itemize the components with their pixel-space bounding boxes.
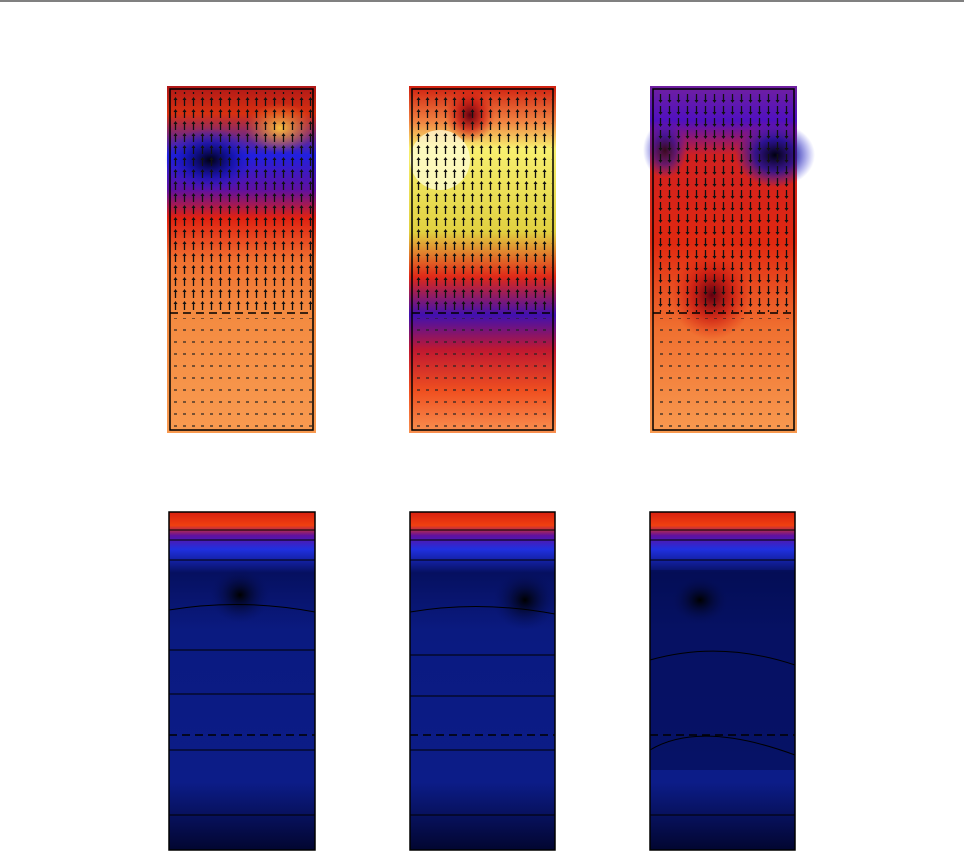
panel-bottom-1 <box>168 511 316 851</box>
vector-field <box>655 92 793 312</box>
contour <box>649 529 796 816</box>
vector-field <box>172 318 312 428</box>
panel-top-3 <box>643 86 815 433</box>
panel-bottom-2 <box>409 511 557 851</box>
frame <box>411 88 554 431</box>
frame <box>652 88 795 431</box>
blob <box>670 575 730 625</box>
contour <box>168 529 316 816</box>
panel-bottom-3 <box>649 511 796 851</box>
vector-field <box>655 318 793 428</box>
color-map <box>169 512 315 850</box>
contour <box>409 529 556 816</box>
frame <box>409 511 556 851</box>
blob <box>493 570 557 630</box>
frame <box>649 511 796 851</box>
panel-top-1 <box>165 86 316 433</box>
frame <box>169 88 314 431</box>
panel-top-2 <box>409 86 556 433</box>
blob <box>210 567 270 623</box>
vector-field <box>414 318 552 428</box>
color-map <box>410 512 555 850</box>
vector-field <box>172 92 312 312</box>
vector-field <box>414 92 552 312</box>
frame <box>168 511 316 851</box>
